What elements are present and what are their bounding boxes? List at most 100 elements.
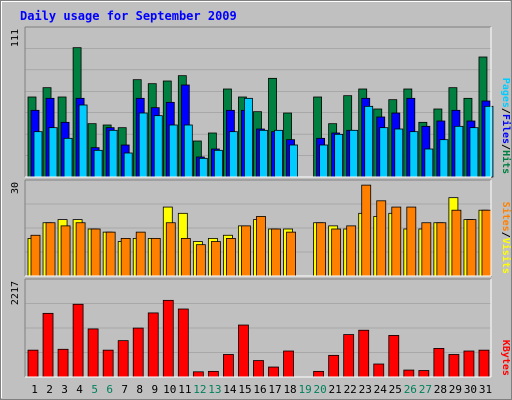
panels: 111Pages/Files/Hits30Sites/Visits2217KBy… [10,26,512,378]
bar-sites-day-24 [376,200,387,277]
x-label-day-6: 6 [106,383,113,396]
bar-kbytes-day-9 [147,312,159,378]
chart-title: Daily usage for September 2009 [20,9,237,23]
bar-sites-day-23 [361,184,372,277]
bar-kbytes-day-11 [177,308,189,378]
bar-sites-day-18 [286,231,296,277]
bar-pages-day-30 [469,127,479,178]
legend-visits: Visits [500,238,512,274]
bar-sites-day-25 [391,206,402,277]
x-label-day-17: 17 [268,383,281,396]
x-label-day-23: 23 [359,383,372,396]
bar-pages-day-12 [198,157,208,178]
y-max-label: 2217 [10,281,21,305]
bar-kbytes-day-28 [433,348,445,378]
bar-pages-day-11 [183,124,193,178]
series-legend: KBytes [500,340,511,376]
bar-kbytes-day-29 [448,354,460,378]
x-label-day-11: 11 [178,383,191,396]
x-label-day-8: 8 [136,383,143,396]
bar-sites-day-9 [150,237,161,277]
legend-separator: / [500,232,511,238]
x-label-day-15: 15 [238,383,251,396]
bar-kbytes-day-26 [403,369,415,378]
x-label-day-27: 27 [419,383,432,396]
bar-kbytes-day-24 [373,363,385,378]
bar-pages-day-4 [78,104,88,178]
x-label-day-24: 24 [374,383,388,396]
bar-pages-day-28 [439,139,449,178]
bar-sites-day-27 [421,222,432,277]
bar-pages-day-22 [349,129,359,178]
x-label-day-25: 25 [389,383,402,396]
bar-kbytes-day-13 [207,370,219,378]
bar-sites-day-4 [75,222,86,277]
x-label-day-21: 21 [329,383,342,396]
bar-sites-day-30 [466,219,477,277]
bar-kbytes-day-17 [268,366,279,378]
series-legend: Pages/Files/Hits [500,78,512,174]
x-label-day-22: 22 [344,383,357,396]
bar-kbytes-day-20 [313,370,325,378]
bar-pages-day-1 [33,131,43,178]
bar-kbytes-day-12 [192,371,204,378]
bar-kbytes-day-22 [343,334,355,378]
bar-kbytes-day-5 [87,328,99,378]
bar-pages-day-7 [123,152,133,178]
bar-kbytes-day-2 [42,312,54,378]
x-label-day-2: 2 [46,383,53,396]
bar-pages-day-14 [229,131,238,178]
x-label-day-5: 5 [91,383,98,396]
legend-hits: Hits [500,150,512,174]
x-label-day-18: 18 [283,383,296,396]
x-label-day-9: 9 [151,383,158,396]
bar-kbytes-day-3 [57,348,69,378]
bar-sites-day-21 [331,228,342,277]
bar-kbytes-day-4 [72,303,84,378]
bar-pages-day-8 [138,112,148,178]
bar-kbytes-day-18 [283,350,294,378]
bar-pages-day-15 [244,97,253,178]
x-axis-labels: 1 2 3 4 5 6 7 8 9 10 11 12 13 14 15 16 17 18 19 20 21 22 23 24 2… [31,383,492,396]
bar-pages-day-20 [319,144,329,178]
bar-pages-day-13 [213,149,223,178]
bar-pages-day-27 [424,148,434,178]
bar-kbytes-day-16 [253,360,264,378]
x-label-day-10: 10 [163,383,176,396]
bar-sites-day-29 [451,209,462,277]
legend-sites: Sites [500,202,512,232]
bar-pages-day-26 [409,131,419,178]
bar-pages-day-31 [484,105,494,178]
bar-kbytes-day-27 [418,370,430,378]
bar-kbytes-day-23 [358,329,370,378]
x-label-day-7: 7 [121,383,128,396]
bar-pages-day-2 [48,127,58,178]
x-label-day-20: 20 [314,383,327,396]
x-label-day-12: 12 [193,383,206,396]
x-label-day-16: 16 [253,383,266,396]
bar-sites-day-12 [195,244,206,277]
x-label-day-29: 29 [449,383,462,396]
bar-sites-day-1 [30,234,41,277]
panel-kbytes: 2217 KBytes [10,278,511,378]
bar-sites-day-5 [90,228,101,277]
bar-sites-day-15 [241,225,251,277]
x-label-day-19: 19 [298,383,311,396]
bar-sites-day-2 [45,222,56,277]
bar-kbytes-day-30 [463,350,475,378]
bar-kbytes-day-6 [102,349,114,378]
legend-kbytes: KBytes [500,340,511,376]
bar-sites-day-13 [210,241,221,277]
bar-sites-day-16 [256,216,266,277]
bar-pages-day-23 [364,105,374,178]
bar-pages-day-29 [454,125,464,178]
bar-sites-day-31 [481,209,492,277]
bar-pages-day-18 [289,144,298,178]
legend-separator: / [500,144,511,150]
x-label-day-30: 30 [464,383,477,396]
bar-kbytes-day-21 [328,354,340,378]
y-max-label: 30 [10,182,21,194]
y-max-label: 111 [10,29,21,47]
bar-kbytes-day-1 [27,349,39,378]
